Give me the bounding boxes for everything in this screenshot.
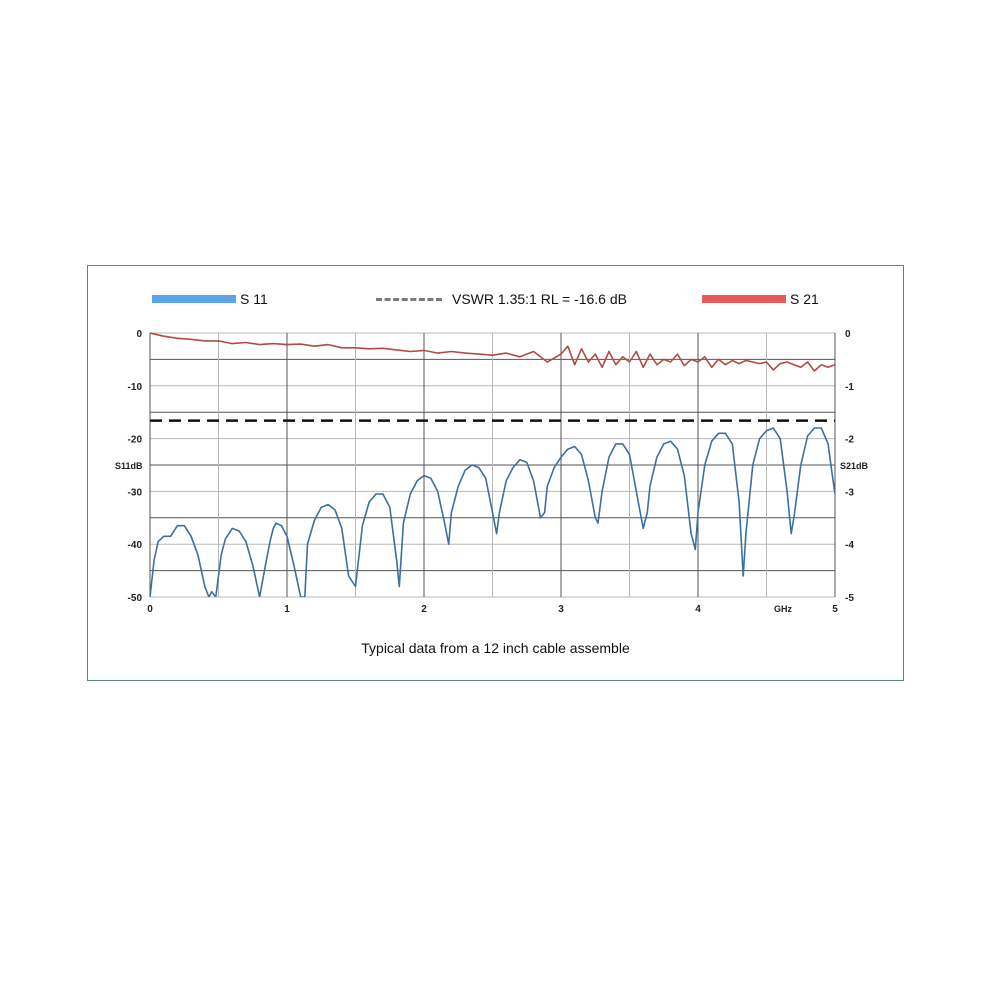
y2-tick-label: -2	[845, 435, 854, 446]
x-tick-label: 2	[421, 604, 427, 615]
x-tick-label: 0	[147, 604, 153, 615]
y-tick-label: -30	[128, 487, 143, 498]
x-axis-label: GHz	[774, 604, 793, 614]
y-tick-label: -40	[128, 540, 143, 551]
x-tick-label: 5	[832, 604, 838, 615]
y2-tick-label: -1	[845, 382, 854, 393]
grid	[149, 332, 836, 598]
legend-item-s21: S 21	[702, 288, 819, 310]
y2-tick-label: -3	[845, 487, 854, 498]
x-tick-label: 3	[558, 604, 564, 615]
y-tick-label: -50	[128, 593, 143, 604]
series-line-s21	[150, 332, 835, 372]
legend-label-s21: S 21	[790, 291, 819, 307]
x-tick-label: 1	[284, 604, 290, 615]
legend-item-vswr: VSWR 1.35:1 RL = -16.6 dB	[376, 288, 627, 310]
y-axis-label: S11dB	[115, 461, 143, 471]
y2-tick-label: -4	[845, 540, 854, 551]
series-line-s11	[150, 427, 835, 597]
chart-frame	[87, 265, 904, 681]
legend-swatch-s11	[152, 295, 236, 303]
y2-tick-label: 0	[845, 329, 851, 340]
y2-axis-label: S21dB	[840, 461, 869, 471]
x-tick-label: 4	[695, 604, 701, 615]
y2-tick-label: -5	[845, 593, 854, 604]
y-tick-label: -10	[128, 382, 143, 393]
series-layer	[150, 332, 835, 597]
y-tick-label: 0	[136, 329, 142, 340]
axis-layer: 0-10-20-30-40-500-1-2-3-4-50 1 2 3 4 5GHzS11d…	[115, 329, 869, 615]
legend-item-s11: S 11	[152, 288, 268, 310]
legend-swatch-s21	[702, 295, 786, 303]
y-tick-label: -20	[128, 435, 143, 446]
legend-swatch-vswr	[376, 297, 442, 301]
legend-label-vswr: VSWR 1.35:1 RL = -16.6 dB	[452, 291, 627, 307]
chart-caption: Typical data from a 12 inch cable assemb…	[361, 640, 630, 656]
legend-label-s11: S 11	[240, 291, 268, 307]
